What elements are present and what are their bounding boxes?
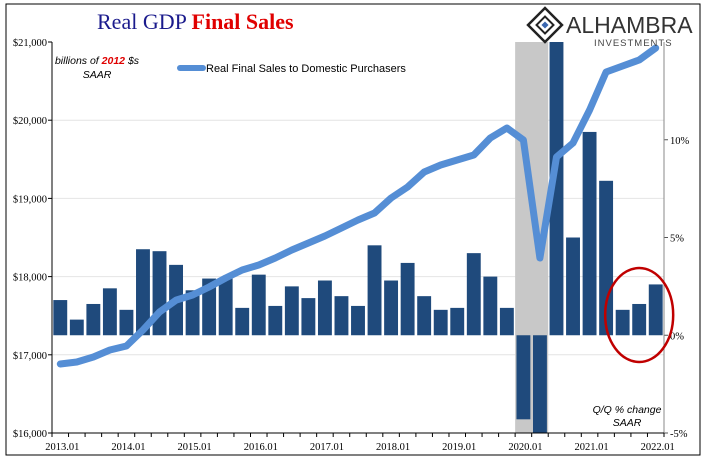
title-main: Real GDP [97, 9, 187, 34]
bar-2018Q3 [417, 296, 432, 336]
bar-2014Q1 [119, 309, 134, 336]
bar-2016Q1 [251, 274, 266, 336]
x-axis-tick-label: 2016.01 [244, 442, 278, 453]
series-line-real-final-sales [56, 44, 660, 368]
highlight-ellipse [603, 266, 675, 364]
x-axis-tick-label: 2019.01 [442, 442, 476, 453]
bar-2013Q2 [69, 319, 84, 336]
chart-title: Real GDP Final Sales [97, 9, 294, 34]
bar-2013Q3 [86, 303, 101, 336]
left-axis-unit-label-2: SAAR [83, 69, 112, 81]
logo-name: ALHAMBRA [566, 12, 693, 38]
bar-2017Q4 [367, 245, 382, 336]
bar-2014Q2 [136, 249, 150, 336]
bar-2021Q3 [615, 309, 630, 336]
alhambra-logo: ALHAMBRA INVESTMENTS [526, 6, 693, 49]
bar-2013Q4 [102, 288, 117, 336]
bar-2015Q4 [235, 307, 250, 336]
left-axis-unit-label: billions of 2012 $s [55, 55, 140, 67]
x-axis-tick-label: 2015.01 [178, 442, 212, 453]
bar-2020Q2 [532, 335, 547, 433]
bar-2020Q1 [516, 335, 531, 420]
bar-2018Q1 [384, 280, 399, 336]
bar-2017Q2 [334, 296, 349, 336]
bar-2021Q1 [582, 131, 597, 336]
x-axis-tick-label: 2017.01 [310, 442, 344, 453]
bar-2017Q1 [317, 280, 332, 336]
bar-2014Q3 [152, 251, 167, 336]
legend-label: Real Final Sales to Domestic Purchasers [206, 63, 406, 75]
bar-2017Q3 [351, 305, 365, 336]
logo-sub: INVESTMENTS [594, 38, 673, 49]
bar-2020Q3 [549, 42, 564, 336]
bar-2018Q2 [400, 262, 415, 336]
bar-2016Q2 [268, 305, 283, 336]
right-axis-tick-label: 0% [670, 331, 684, 342]
chart-frame [5, 3, 701, 456]
bar-2019Q4 [499, 307, 514, 336]
bar-2019Q3 [483, 276, 498, 336]
bar-2013Q1 [53, 300, 68, 336]
x-axis-tick-label: 2013.01 [45, 442, 79, 453]
x-axis-tick-label: 2014.01 [111, 442, 145, 453]
left-axis-tick-label: $19,000 [13, 194, 47, 205]
left-axis-tick-label: $18,000 [13, 273, 47, 284]
x-axis-tick-label: 2022.01 [641, 442, 675, 453]
right-axis-tick-label: 5% [670, 234, 684, 245]
right-axis-tick-label: 10% [670, 136, 690, 147]
left-axis-tick-label: $20,000 [13, 116, 47, 127]
bar-2022Q1 [648, 284, 663, 336]
bar-2019Q2 [466, 253, 481, 336]
bar-2019Q1 [450, 307, 465, 336]
right-axis-unit-label: Q/Q % change [593, 404, 662, 416]
title-highlight: Final Sales [192, 9, 295, 34]
bar-2021Q4 [632, 303, 647, 336]
bar-2015Q1 [185, 290, 200, 336]
right-axis-tick-label: -5% [670, 429, 688, 440]
bar-2020Q4 [566, 237, 580, 336]
left-axis-tick-label: $16,000 [13, 429, 47, 440]
x-axis-tick-label: 2018.01 [376, 442, 410, 453]
right-axis-unit-label-2: SAAR [613, 417, 642, 429]
bar-2018Q4 [433, 309, 448, 336]
bar-2016Q4 [301, 298, 316, 336]
x-axis-tick-label: 2021.01 [575, 442, 609, 453]
bar-2015Q3 [218, 278, 233, 336]
left-axis-tick-label: $21,000 [13, 38, 47, 49]
bar-2015Q2 [202, 278, 217, 336]
bar-2021Q2 [599, 180, 614, 336]
x-axis-tick-label: 2020.01 [508, 442, 542, 453]
bar-2016Q3 [284, 286, 299, 336]
left-axis-tick-label: $17,000 [13, 351, 47, 362]
